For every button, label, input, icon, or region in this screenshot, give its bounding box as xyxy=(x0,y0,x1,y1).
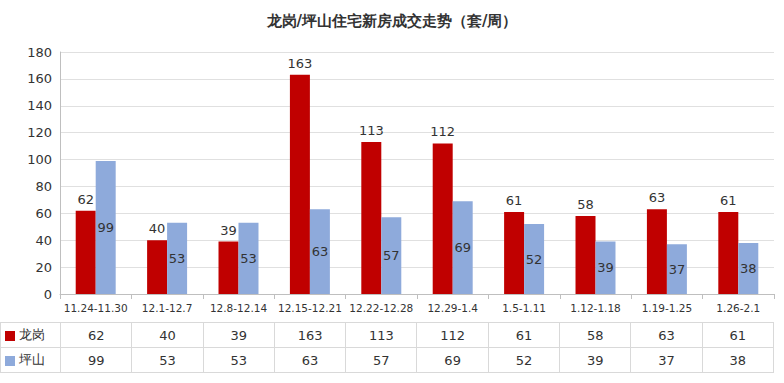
svg-text:20: 20 xyxy=(35,260,52,275)
html-text:113: 113 xyxy=(368,327,394,343)
svg-text:61: 61 xyxy=(506,193,523,208)
svg-text:113: 113 xyxy=(359,123,384,138)
svg-text:99: 99 xyxy=(97,220,114,235)
html-text:57: 57 xyxy=(373,352,390,368)
svg-text:39: 39 xyxy=(597,260,614,275)
svg-text:12.22-12.28: 12.22-12.28 xyxy=(349,302,413,314)
svg-text:69: 69 xyxy=(454,240,471,255)
html-text:99: 99 xyxy=(87,352,105,368)
svg-text:63: 63 xyxy=(649,190,666,205)
svg-text:12.15-12.21: 12.15-12.21 xyxy=(278,302,342,314)
svg-text:112: 112 xyxy=(430,124,455,139)
svg-text:39: 39 xyxy=(220,223,237,238)
html-text:39: 39 xyxy=(230,327,247,343)
html-text:69: 69 xyxy=(444,352,461,368)
html-text:63: 63 xyxy=(301,352,319,368)
svg-text:160: 160 xyxy=(27,71,52,86)
html-text:坪山: 坪山 xyxy=(19,352,45,367)
svg-text:62: 62 xyxy=(77,192,94,207)
html-text:53: 53 xyxy=(159,352,176,368)
html-text:58: 58 xyxy=(587,327,604,343)
svg-text:63: 63 xyxy=(312,244,329,259)
svg-text:1.12-1.18: 1.12-1.18 xyxy=(570,302,621,314)
svg-text:140: 140 xyxy=(27,98,52,113)
html-text:62: 62 xyxy=(87,327,105,343)
svg-text:58: 58 xyxy=(577,197,594,212)
svg-text:11.24-11.30: 11.24-11.30 xyxy=(64,302,128,314)
html-text:63: 63 xyxy=(658,327,675,343)
svg-text:61: 61 xyxy=(720,193,737,208)
svg-text:52: 52 xyxy=(526,252,543,267)
svg-text:60: 60 xyxy=(35,206,52,221)
html-text:112: 112 xyxy=(440,327,465,343)
html-text:40: 40 xyxy=(159,327,176,343)
svg-text:龙岗/坪山住宅新房成交走势（套/周）: 龙岗/坪山住宅新房成交走势（套/周） xyxy=(266,12,518,30)
svg-text:0: 0 xyxy=(44,287,52,302)
svg-text:53: 53 xyxy=(240,251,257,266)
svg-text:163: 163 xyxy=(287,56,312,71)
svg-text:40: 40 xyxy=(149,221,166,236)
svg-text:12.29-1.4: 12.29-1.4 xyxy=(427,302,478,314)
html-text:龙岗: 龙岗 xyxy=(19,327,45,342)
html-text:163: 163 xyxy=(297,327,323,343)
svg-text:38: 38 xyxy=(740,261,757,276)
html-text:39: 39 xyxy=(587,352,604,368)
svg-text:80: 80 xyxy=(35,179,52,194)
svg-text:40: 40 xyxy=(35,233,52,248)
html-text:37: 37 xyxy=(658,352,675,368)
html-text:53: 53 xyxy=(230,352,247,368)
svg-text:180: 180 xyxy=(27,45,52,60)
svg-text:120: 120 xyxy=(27,125,52,140)
html-text:38: 38 xyxy=(729,352,747,368)
html-text:52: 52 xyxy=(515,352,533,368)
svg-text:53: 53 xyxy=(169,251,186,266)
svg-text:57: 57 xyxy=(383,248,400,263)
html-text:61: 61 xyxy=(515,327,533,343)
svg-text:100: 100 xyxy=(27,152,52,167)
svg-text:12.1-12.7: 12.1-12.7 xyxy=(142,302,193,314)
html-text:61: 61 xyxy=(729,327,747,343)
svg-text:37: 37 xyxy=(669,262,686,277)
svg-text:1.26-2.1: 1.26-2.1 xyxy=(716,302,760,314)
svg-text:1.5-1.11: 1.5-1.11 xyxy=(502,302,546,314)
svg-text:1.19-1.25: 1.19-1.25 xyxy=(642,302,693,314)
svg-text:12.8-12.14: 12.8-12.14 xyxy=(210,302,268,314)
